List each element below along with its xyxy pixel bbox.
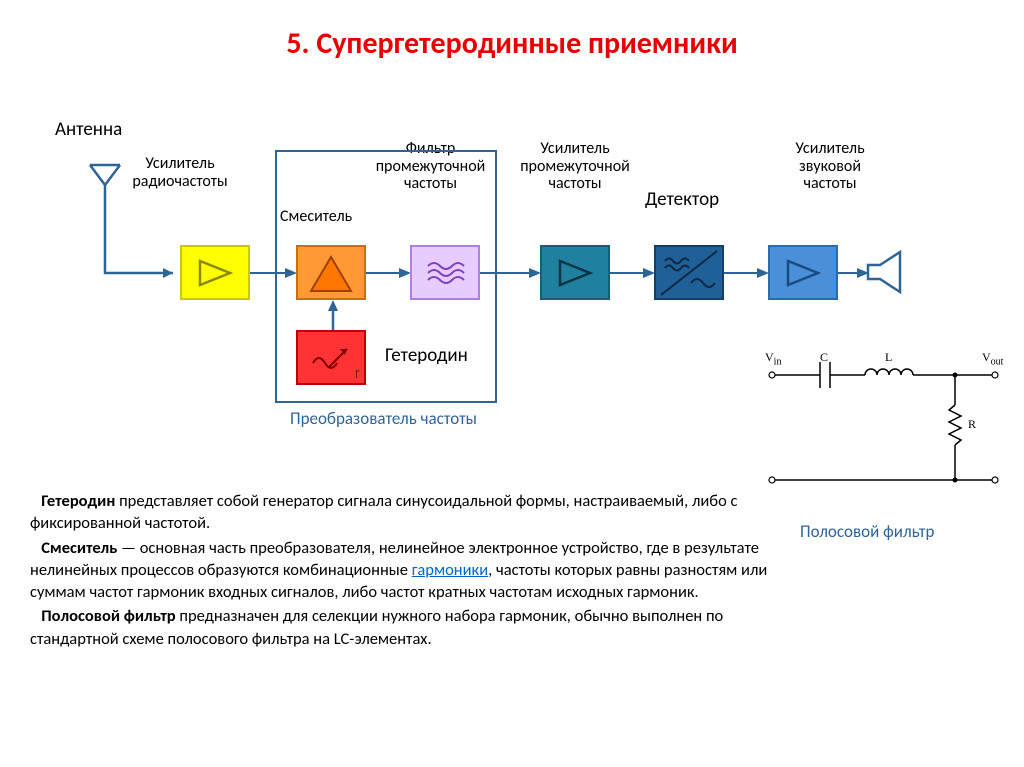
label-rf-amp: Усилитель радиочастоты xyxy=(110,155,250,190)
filter-waves-icon xyxy=(425,258,465,288)
label-heterodyne: Гетеродин xyxy=(385,346,468,367)
detector-icon xyxy=(659,249,719,297)
mixer-triangle-icon xyxy=(306,253,356,293)
amp-triangle-icon xyxy=(195,258,235,288)
circuit-r: R xyxy=(968,417,976,432)
speaker-icon xyxy=(865,248,920,298)
label-antenna: Антенна xyxy=(55,120,122,141)
amp-triangle-icon xyxy=(783,258,823,288)
page-title: 5. Супергетеродинные приемники xyxy=(0,0,1024,62)
circuit-vin: Vin xyxy=(765,350,781,367)
amp-triangle-icon xyxy=(555,258,595,288)
description-text: Гетеродин представляет собой генератор с… xyxy=(30,490,770,652)
block-detector xyxy=(654,245,724,300)
block-heterodyne: Г xyxy=(296,330,366,385)
block-audio-amp xyxy=(768,245,838,300)
block-if-amp xyxy=(540,245,610,300)
label-bandpass: Полосовой фильтр xyxy=(800,523,934,542)
circuit-c: C xyxy=(820,350,828,365)
block-if-filter xyxy=(410,245,480,300)
circuit-vout: Vout xyxy=(982,350,1003,367)
bandpass-circuit: Vin C L R Vout xyxy=(760,350,1005,530)
block-mixer xyxy=(296,245,366,300)
circuit-l: L xyxy=(885,350,892,365)
label-detector: Детектор xyxy=(645,190,719,211)
label-if-amp: Усилитель промежуточной частоты xyxy=(510,140,640,193)
label-converter: Преобразователь частоты xyxy=(290,410,477,429)
label-audio-amp: Усилитель звуковой частоты xyxy=(775,140,885,193)
harmonics-link[interactable]: гармоники xyxy=(412,560,488,580)
arrow-het-mixer xyxy=(325,300,341,332)
block-rf-amp xyxy=(180,245,250,300)
heterodyne-g-label: Г xyxy=(355,368,360,381)
wire-antenna-rf xyxy=(103,243,183,303)
oscillator-icon xyxy=(309,341,353,375)
antenna-icon xyxy=(80,155,130,255)
